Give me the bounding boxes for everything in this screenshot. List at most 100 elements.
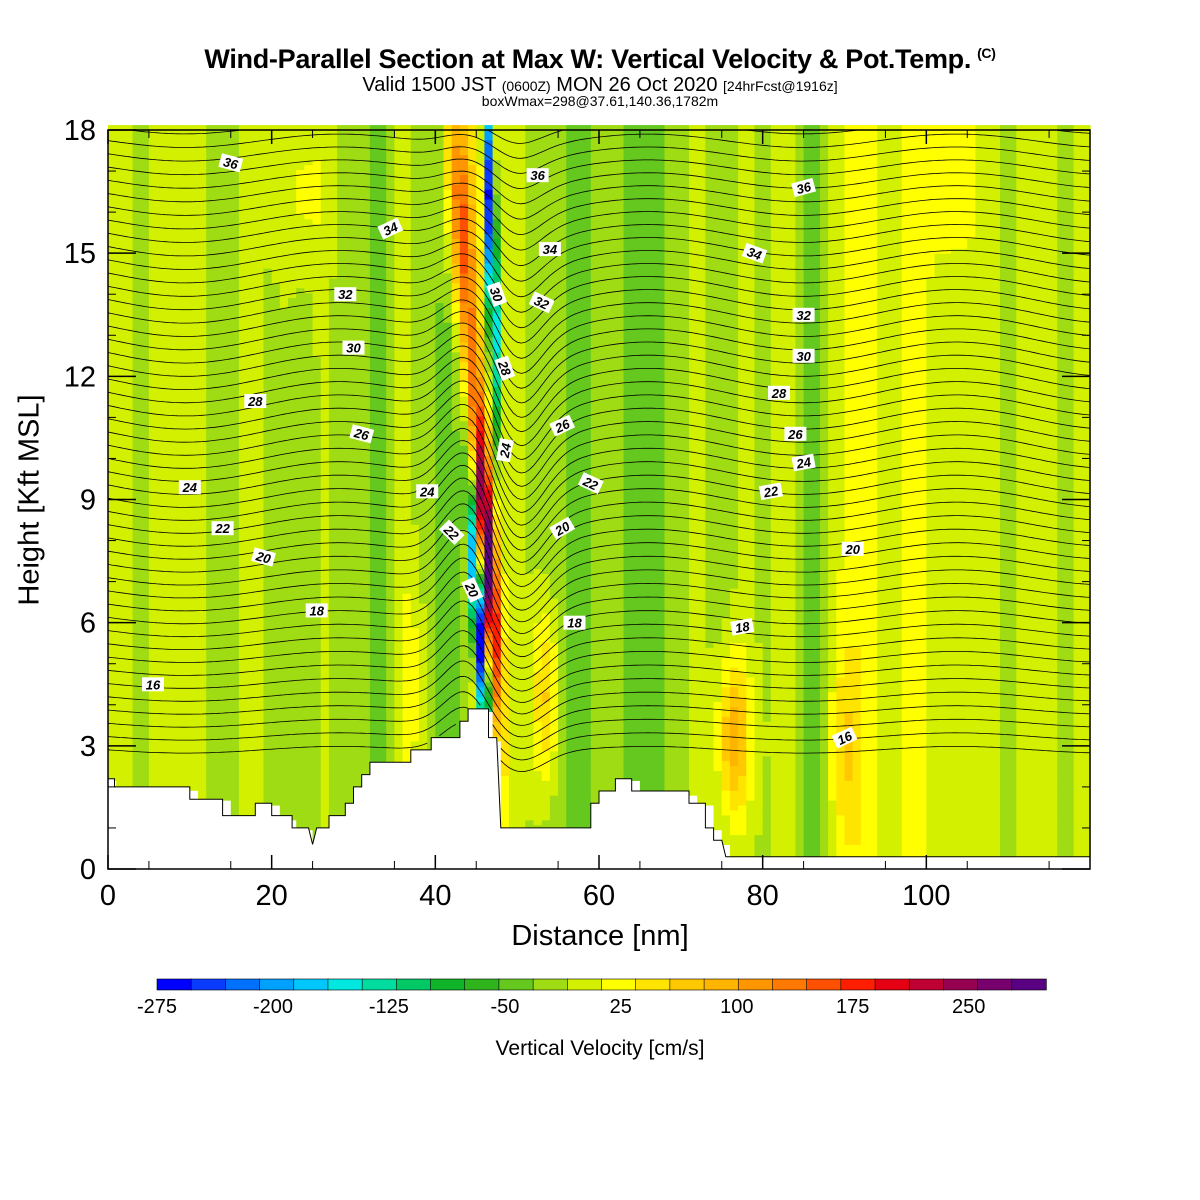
w-cell — [320, 425, 330, 432]
w-cell — [271, 159, 281, 166]
w-cell — [361, 391, 371, 397]
w-cell — [108, 228, 117, 235]
w-cell — [386, 716, 396, 722]
w-cell — [353, 632, 363, 639]
w-cell — [394, 297, 404, 304]
w-cell — [214, 287, 224, 294]
w-cell — [238, 553, 248, 560]
w-cell — [369, 203, 379, 210]
w-cell — [271, 435, 281, 441]
w-cell — [140, 494, 150, 501]
w-cell — [320, 169, 330, 175]
w-cell — [238, 144, 248, 151]
w-cell — [394, 198, 404, 205]
w-cell — [116, 322, 125, 328]
w-cell — [386, 307, 396, 313]
w-cell — [214, 691, 224, 698]
w-cell — [165, 726, 175, 732]
w-cell — [116, 277, 125, 284]
w-cell — [394, 139, 404, 146]
w-cell — [296, 218, 305, 225]
w-cell — [206, 795, 215, 801]
w-cell — [206, 617, 215, 624]
w-cell — [263, 509, 273, 515]
w-cell — [238, 681, 248, 688]
w-cell — [394, 400, 404, 407]
w-cell — [140, 529, 150, 535]
w-cell — [320, 667, 330, 673]
w-cell — [288, 208, 297, 215]
w-cell — [238, 130, 248, 136]
w-cell — [337, 130, 346, 136]
w-cell — [148, 543, 158, 550]
w-cell — [165, 287, 175, 294]
w-cell — [304, 189, 314, 195]
w-cell — [271, 287, 281, 294]
w-cell — [198, 282, 207, 289]
w-cell — [361, 386, 371, 392]
w-cell — [337, 125, 346, 131]
w-cell — [369, 637, 379, 643]
w-cell — [206, 450, 215, 456]
w-cell — [312, 322, 322, 328]
w-cell — [165, 238, 175, 244]
w-cell — [378, 213, 387, 220]
w-cell — [369, 248, 379, 254]
w-cell — [263, 144, 273, 151]
w-cell — [337, 154, 346, 161]
w-cell — [361, 139, 371, 146]
w-cell — [165, 351, 175, 358]
w-cell — [312, 588, 322, 594]
w-cell — [247, 327, 256, 333]
w-cell — [288, 588, 297, 594]
w-cell — [222, 583, 232, 589]
w-cell — [369, 277, 379, 284]
w-cell — [320, 484, 330, 491]
w-cell — [247, 203, 256, 210]
w-cell — [255, 341, 265, 348]
w-cell — [378, 258, 387, 264]
w-cell — [279, 642, 289, 648]
w-cell — [198, 474, 207, 481]
w-cell — [312, 598, 322, 604]
w-cell — [328, 179, 338, 185]
w-cell — [108, 386, 117, 392]
w-cell — [263, 208, 273, 215]
w-cell — [296, 258, 305, 264]
w-cell — [263, 662, 273, 668]
w-cell — [140, 607, 150, 614]
w-cell — [198, 509, 207, 515]
w-cell — [337, 366, 346, 373]
w-cell — [312, 765, 322, 772]
w-cell — [222, 179, 232, 185]
w-cell — [296, 593, 305, 599]
w-cell — [394, 676, 404, 683]
w-cell — [271, 622, 281, 629]
w-cell — [132, 435, 142, 441]
w-cell — [312, 331, 322, 338]
w-cell — [353, 410, 363, 417]
w-cell — [369, 553, 379, 560]
w-cell — [288, 263, 297, 269]
w-cell — [369, 218, 379, 225]
w-cell — [361, 469, 371, 476]
w-cell — [230, 538, 240, 545]
w-cell — [198, 440, 207, 446]
w-cell — [263, 267, 273, 274]
w-cell — [222, 617, 232, 624]
w-cell — [304, 430, 314, 437]
w-cell — [140, 322, 150, 328]
w-cell — [173, 696, 183, 703]
w-cell — [238, 307, 248, 313]
w-cell — [198, 455, 207, 461]
w-cell — [173, 440, 183, 446]
w-cell — [116, 489, 125, 496]
w-cell — [206, 588, 215, 594]
w-cell — [402, 568, 412, 574]
w-cell — [124, 726, 134, 732]
w-cell — [108, 223, 117, 230]
w-cell — [189, 218, 199, 225]
w-cell — [312, 504, 322, 510]
w-cell — [255, 134, 265, 141]
w-cell — [148, 169, 158, 175]
